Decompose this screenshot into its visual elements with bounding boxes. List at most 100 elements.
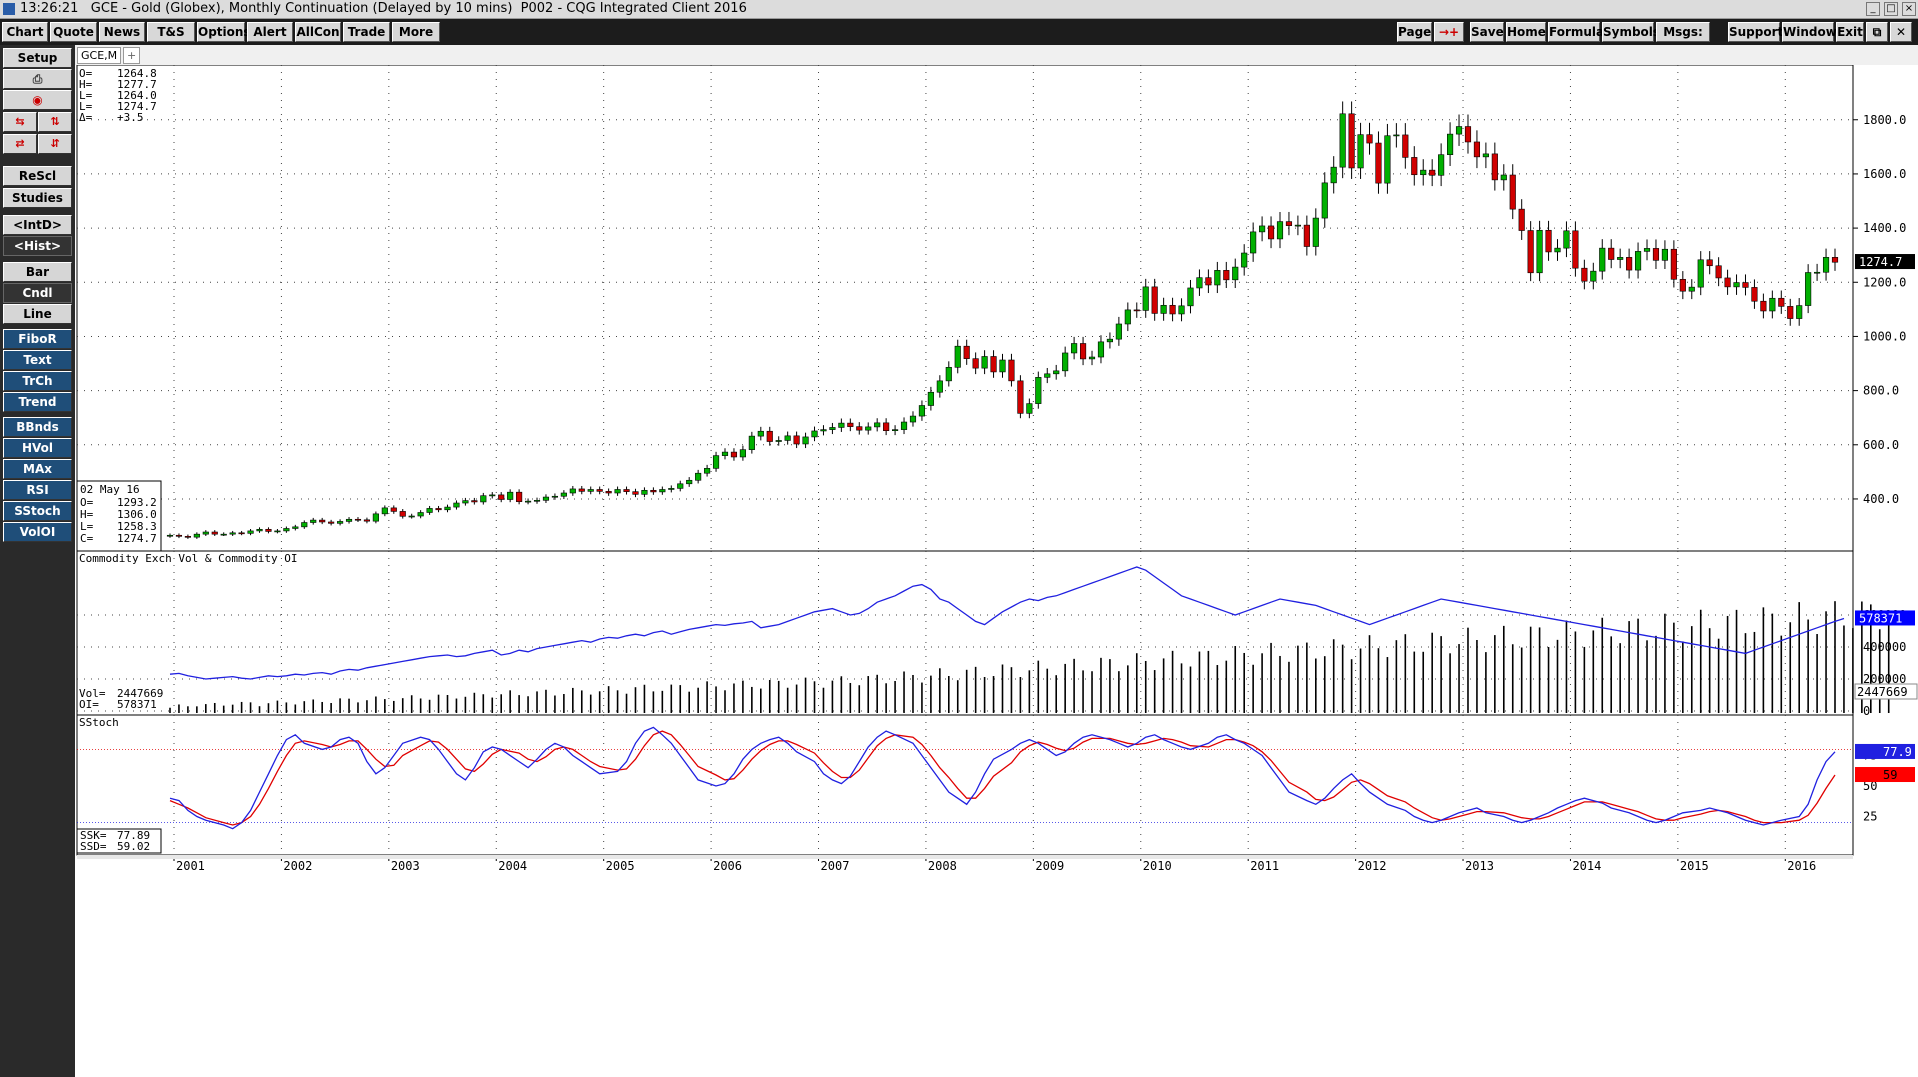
menu-ts[interactable]: T&S	[147, 22, 195, 42]
candle-body	[1581, 267, 1588, 282]
oi-label-box	[1855, 610, 1915, 626]
menu-options[interactable]: Options	[197, 22, 251, 42]
candle-body	[462, 500, 469, 504]
candle-body	[542, 496, 550, 501]
close-icon[interactable]: ×	[1902, 2, 1916, 16]
menu-save[interactable]: Save	[1470, 22, 1504, 42]
menu-chart[interactable]: Chart	[2, 22, 48, 42]
menu-formula[interactable]: Formula	[1548, 22, 1604, 42]
candle-body	[1267, 225, 1275, 240]
candle-body	[596, 489, 603, 492]
bbnds-button[interactable]: BBnds	[3, 417, 72, 437]
hvol-button[interactable]: HVol	[3, 438, 72, 458]
candle-body	[972, 358, 979, 369]
minimize-icon[interactable]: _	[1866, 2, 1880, 16]
max-button[interactable]: MAx	[3, 459, 72, 479]
bar-button[interactable]: Bar	[3, 262, 72, 282]
candle-body	[202, 531, 209, 535]
menu-exit[interactable]: Exit	[1836, 22, 1864, 42]
candle-body	[507, 491, 514, 500]
maximize-icon[interactable]: □	[1884, 2, 1898, 16]
menu-more[interactable]: More	[392, 22, 440, 42]
scroll-up-icon[interactable]: ⇅	[38, 112, 72, 132]
text-button[interactable]: Text	[3, 350, 72, 370]
menu-msgs[interactable]: Msgs: 1	[1656, 22, 1710, 57]
rsi-button[interactable]: RSI	[3, 480, 72, 500]
zoom-out-icon[interactable]: ⇵	[38, 134, 72, 154]
price-chart[interactable]: 2001 2002 2003 2004 2005 2006 2007 2008 2009 2010…	[75, 65, 1918, 1077]
menu-quote[interactable]: Quote	[50, 22, 97, 42]
print-icon[interactable]: ⎙	[3, 69, 72, 89]
candle-body	[328, 521, 335, 524]
candle-body	[981, 356, 988, 369]
date-box-date: 02 May 16	[80, 483, 140, 496]
chart-tab-row: GCE,M +	[75, 45, 1918, 65]
candle-body	[739, 449, 746, 458]
date-box-value: 1306.0	[117, 508, 157, 521]
fibor-button[interactable]: FiboR	[3, 329, 72, 349]
stoch-legend-box	[76, 828, 162, 854]
menu-symbols[interactable]: Symbols	[1602, 22, 1660, 42]
candle-body	[1527, 230, 1534, 274]
candle-body	[1071, 343, 1078, 354]
candle-body	[1133, 309, 1140, 312]
symbol-tab[interactable]: GCE,M	[77, 47, 122, 64]
menu-window[interactable]: Window	[1782, 22, 1837, 42]
menu-restore-icon[interactable]: ⧉	[1866, 22, 1888, 42]
date-box-key: L=	[80, 520, 94, 533]
year-label: 2003	[391, 859, 420, 873]
candle-body	[1241, 252, 1248, 268]
price-tick-label: 1200.0	[1863, 275, 1906, 289]
menu-allcon[interactable]: AllCon	[295, 22, 341, 42]
menu-home[interactable]: Home	[1506, 22, 1546, 42]
date-box-key: O=	[80, 496, 94, 509]
history-button[interactable]: <Hist>	[3, 236, 72, 256]
candle-body	[533, 500, 541, 502]
menu-close-icon[interactable]: ✕	[1890, 22, 1912, 42]
candle-body	[453, 502, 460, 508]
volume-tick-label: 200000	[1863, 672, 1906, 686]
trend-button[interactable]: Trend	[3, 392, 72, 412]
candle-body	[668, 488, 675, 490]
line-button[interactable]: Line	[3, 304, 72, 324]
ohlc-header-key: L=	[79, 89, 93, 102]
trch-button[interactable]: TrCh	[3, 371, 72, 391]
chart-lock-icon[interactable]: ◉	[3, 90, 72, 110]
year-label: 2016	[1787, 859, 1816, 873]
intraday-button[interactable]: <IntD>	[3, 215, 72, 235]
voloi-button[interactable]: VolOI	[3, 522, 72, 542]
add-tab-button[interactable]: +	[123, 47, 141, 64]
candle-body	[874, 422, 881, 428]
candle-body	[1285, 221, 1293, 226]
year-label: 2012	[1358, 859, 1387, 873]
candle-body	[1232, 266, 1239, 281]
menu-support[interactable]: Support	[1728, 22, 1783, 42]
zoom-in-icon[interactable]: ⇄	[3, 134, 37, 154]
stoch-legend-value: 77.89	[117, 829, 150, 842]
candle-body	[847, 422, 854, 427]
candle-body	[1831, 257, 1839, 263]
menu-alert[interactable]: Alert	[247, 22, 293, 42]
candle-body	[721, 451, 729, 456]
sstoch-button[interactable]: SStoch	[3, 501, 72, 521]
candle-body	[614, 489, 621, 494]
candle-body	[426, 508, 433, 513]
menu-arrow-plus[interactable]: →+	[1434, 22, 1464, 42]
setup-button[interactable]: Setup	[3, 48, 72, 68]
stoch-legend-value: 59.02	[117, 840, 150, 853]
candle-body	[1822, 257, 1830, 273]
candle-body	[963, 345, 970, 359]
volume-legend-value: 578371	[117, 698, 157, 711]
menu-trade[interactable]: Trade	[343, 22, 390, 42]
scroll-left-icon[interactable]: ⇆	[3, 112, 37, 132]
menu-news[interactable]: News	[99, 22, 145, 42]
ssd-label: 59	[1883, 768, 1897, 782]
candle-body	[1715, 265, 1722, 279]
candle-body	[1026, 403, 1033, 414]
menu-page[interactable]: Page	[1397, 22, 1432, 42]
rescale-button[interactable]: ReScl	[3, 166, 72, 186]
candle-body	[381, 507, 388, 515]
candle-button[interactable]: Cndl	[3, 283, 72, 303]
candle-body	[659, 489, 666, 493]
studies-button[interactable]: Studies	[3, 188, 72, 208]
